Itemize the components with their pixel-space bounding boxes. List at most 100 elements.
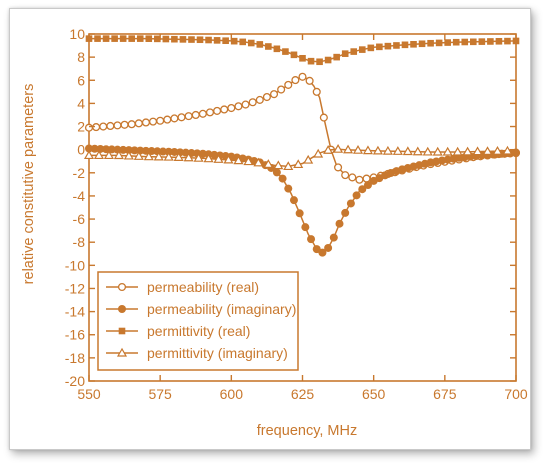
data-point: [222, 37, 229, 45]
data-point: [284, 184, 293, 193]
data-point: [367, 44, 375, 52]
data-point: [171, 35, 178, 43]
data-point: [358, 185, 367, 194]
data-point: [341, 50, 349, 57]
data-point: [262, 92, 271, 102]
data-point: [233, 155, 244, 165]
data-point: [422, 146, 433, 156]
legend-marker: [118, 327, 126, 335]
data-point: [329, 233, 338, 242]
data-point: [113, 150, 124, 160]
data-point: [318, 248, 327, 257]
legend-label: permittivity (imaginary): [147, 345, 288, 361]
data-point: [269, 90, 279, 99]
data-point: [410, 40, 417, 48]
data-point: [205, 36, 212, 44]
data-point: [133, 151, 144, 160]
data-point: [272, 168, 281, 177]
data-point: [213, 154, 224, 163]
series-2: [85, 144, 520, 257]
data-point: [435, 39, 443, 47]
data-point: [179, 36, 187, 43]
data-point: [188, 36, 195, 43]
data-point: [444, 39, 451, 46]
data-point: [324, 56, 332, 64]
data-point: [487, 38, 494, 45]
data-point: [452, 38, 460, 46]
data-point: [312, 87, 321, 96]
data-point: [401, 41, 409, 49]
data-point: [278, 174, 287, 183]
data-point: [123, 150, 134, 160]
legend-label: permeability (imaginary): [147, 301, 296, 317]
data-point: [255, 95, 264, 104]
data-point: [263, 159, 274, 168]
data-point: [392, 146, 403, 155]
y-tick-label: -4: [73, 188, 86, 204]
data-point: [502, 145, 513, 155]
data-point: [393, 42, 400, 49]
data-point: [124, 146, 133, 155]
y-tick-label: -6: [73, 211, 86, 227]
data-point: [102, 35, 110, 42]
data-point: [193, 152, 204, 162]
y-tick-label: -10: [65, 257, 85, 273]
data-point: [355, 175, 364, 184]
data-point: [305, 76, 314, 85]
data-point: [382, 145, 393, 155]
data-point: [256, 41, 264, 48]
data-point: [143, 151, 154, 161]
x-tick-label: 575: [148, 386, 172, 402]
data-point: [472, 146, 483, 156]
data-point: [243, 156, 254, 166]
data-point: [170, 147, 179, 156]
y-tick-label: 4: [77, 95, 85, 111]
data-point: [177, 113, 186, 122]
data-point: [153, 151, 164, 161]
data-point: [470, 38, 477, 46]
data-point: [106, 121, 115, 131]
data-point: [442, 146, 453, 156]
x-axis-label: frequency, MHz: [257, 423, 357, 439]
data-point: [299, 54, 306, 62]
data-point: [241, 100, 250, 109]
x-tick-label: 675: [433, 386, 457, 402]
y-axis-label: relative constitutive parameters: [21, 84, 37, 285]
x-tick-label: 600: [220, 386, 244, 402]
data-point: [335, 219, 344, 228]
data-point: [85, 144, 93, 153]
data-point: [149, 117, 158, 126]
series-line: [89, 148, 517, 168]
data-point: [504, 37, 511, 45]
data-point: [234, 102, 243, 111]
data-point: [462, 146, 473, 156]
data-point: [376, 43, 383, 51]
data-point: [289, 196, 298, 205]
data-point: [324, 243, 333, 252]
data-point: [372, 145, 383, 155]
data-point: [159, 147, 168, 156]
legend-label: permittivity (real): [147, 323, 250, 339]
y-tick-label: 2: [77, 119, 85, 135]
y-tick-label: -16: [65, 327, 85, 343]
data-point: [290, 51, 298, 59]
data-point: [298, 72, 307, 81]
data-point: [113, 121, 122, 130]
data-point: [223, 154, 234, 164]
y-tick-label: -18: [65, 350, 85, 366]
data-point: [293, 159, 304, 169]
data-point: [196, 36, 204, 44]
y-tick-label: -14: [65, 304, 85, 320]
data-point: [145, 35, 153, 42]
data-point: [323, 145, 334, 154]
data-point: [307, 57, 315, 65]
data-point: [134, 119, 143, 128]
data-point: [93, 150, 104, 160]
data-point: [253, 157, 264, 167]
series-4: [83, 143, 517, 171]
x-tick-label: 650: [362, 386, 386, 402]
legend-marker: [118, 305, 126, 313]
data-point: [341, 171, 350, 180]
x-tick-label: 700: [504, 386, 528, 402]
